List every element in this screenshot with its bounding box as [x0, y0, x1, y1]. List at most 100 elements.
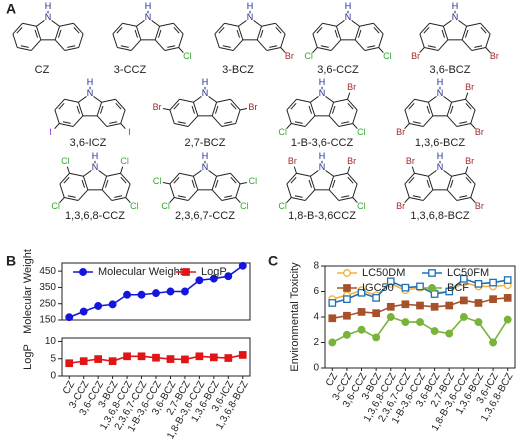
- bond: [347, 102, 354, 110]
- bond: [286, 98, 297, 111]
- bond: [76, 105, 80, 114]
- atom-label: H: [437, 151, 444, 161]
- bond: [211, 102, 218, 116]
- bond: [192, 176, 199, 190]
- bond: [308, 105, 312, 114]
- bond: [419, 22, 430, 35]
- atom-bg: [245, 13, 255, 23]
- bond: [125, 197, 131, 204]
- bond: [236, 29, 240, 38]
- bond: [446, 102, 453, 116]
- bond: [154, 39, 166, 51]
- bond: [256, 26, 263, 40]
- bond: [286, 123, 292, 130]
- bond: [219, 47, 234, 51]
- atom-label: Cl: [61, 156, 70, 166]
- bond: [451, 98, 466, 103]
- bond: [173, 26, 180, 34]
- atom-label: H: [319, 151, 326, 161]
- data-point: [401, 283, 410, 292]
- legend-label: IGC50: [362, 282, 394, 294]
- atom-label: Cl: [304, 51, 313, 61]
- bond: [332, 105, 336, 114]
- bond: [17, 47, 32, 51]
- compound-name: 1,3,6,8-CCZ: [65, 210, 125, 222]
- bond: [81, 179, 85, 188]
- bond: [232, 39, 244, 51]
- data-point: [152, 353, 160, 362]
- bond: [59, 183, 65, 198]
- bond: [419, 33, 425, 48]
- data-point: [123, 352, 131, 361]
- bond: [461, 39, 473, 51]
- data-point: [180, 287, 189, 296]
- bond: [215, 105, 219, 114]
- bond: [96, 102, 103, 116]
- bond: [328, 102, 335, 116]
- bond: [173, 102, 180, 110]
- bond: [309, 102, 316, 116]
- legend-label: Molecular Weight: [98, 266, 183, 278]
- bond: [404, 172, 415, 185]
- bond: [409, 123, 424, 127]
- bond: [378, 33, 384, 48]
- legend-marker: [343, 284, 351, 292]
- bond: [230, 176, 237, 184]
- bond: [216, 172, 231, 177]
- bond: [162, 107, 170, 111]
- compound-name: 3-CCZ: [114, 64, 147, 76]
- bond: [290, 176, 297, 184]
- bond: [296, 98, 311, 103]
- bond: [347, 98, 358, 111]
- bond: [359, 22, 374, 27]
- bond: [480, 22, 491, 35]
- bond: [59, 172, 70, 185]
- bond: [30, 39, 42, 51]
- bond: [211, 176, 218, 190]
- bond: [358, 29, 362, 38]
- bond: [442, 26, 449, 40]
- bond: [404, 109, 410, 124]
- bond: [333, 172, 348, 177]
- bond: [320, 45, 329, 48]
- atom-label: H: [45, 1, 52, 11]
- bond: [404, 98, 415, 111]
- bond: [312, 33, 318, 48]
- bond: [192, 102, 199, 116]
- bond: [54, 109, 60, 124]
- atom-label: Cl: [161, 201, 170, 211]
- bond: [54, 98, 65, 111]
- bond: [338, 197, 353, 201]
- bond: [451, 172, 466, 177]
- atom-label: N: [319, 88, 326, 98]
- bond: [446, 115, 458, 127]
- bond: [328, 115, 340, 127]
- data-point: [94, 302, 103, 310]
- bond: [317, 47, 332, 51]
- bond: [450, 105, 454, 114]
- atom-label: N: [345, 12, 352, 22]
- y-tick-label: 5: [50, 353, 56, 364]
- bond: [333, 98, 348, 103]
- data-point: [357, 288, 366, 297]
- data-point: [343, 311, 351, 320]
- compound-name: 1,3,6,8-BCZ: [410, 210, 470, 222]
- bond: [408, 176, 415, 184]
- atom-label: Br: [288, 156, 297, 166]
- bond: [426, 179, 430, 188]
- bond: [174, 123, 189, 127]
- bond: [275, 26, 282, 34]
- y-axis-label: Molecular Weight: [22, 249, 34, 334]
- data-point: [108, 357, 117, 365]
- y-tick-label: 4: [313, 312, 319, 323]
- atom-label: H: [345, 1, 352, 11]
- plot-frame: [324, 265, 516, 369]
- bond: [134, 29, 138, 38]
- bond: [470, 123, 476, 130]
- data-point: [372, 309, 381, 318]
- atom-label: H: [437, 77, 444, 87]
- compound-name: CZ: [35, 64, 50, 76]
- data-point: [489, 295, 497, 304]
- bond: [120, 45, 129, 48]
- bond: [191, 179, 195, 188]
